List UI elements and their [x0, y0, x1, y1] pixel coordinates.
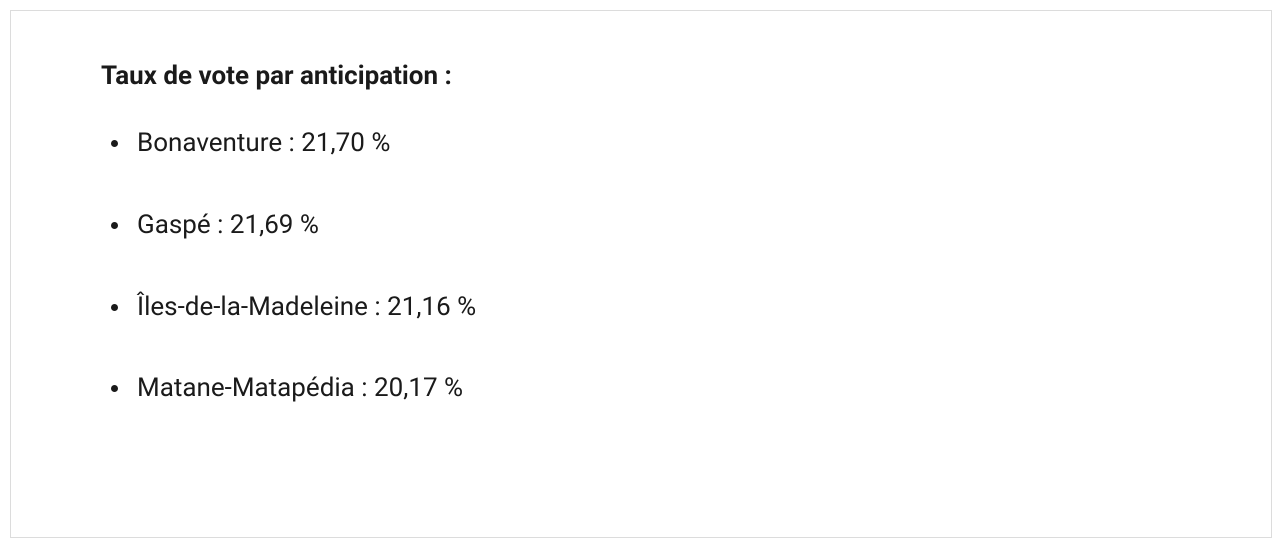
list-item: Matane-Matapédia : 20,17 %: [101, 372, 1181, 406]
list-item-text: Bonaventure : 21,70 %: [137, 128, 390, 158]
list-item-text: Îles-de-la-Madeleine : 21,16 %: [137, 292, 476, 322]
list-item: Bonaventure : 21,70 %: [101, 127, 1181, 161]
vote-rate-list: Bonaventure : 21,70 % Gaspé : 21,69 % Îl…: [101, 127, 1181, 406]
box-title: Taux de vote par anticipation :: [101, 61, 1181, 91]
list-item: Gaspé : 21,69 %: [101, 209, 1181, 243]
list-item-text: Matane-Matapédia : 20,17 %: [137, 373, 463, 403]
info-box: Taux de vote par anticipation : Bonavent…: [10, 10, 1272, 538]
list-item-text: Gaspé : 21,69 %: [137, 210, 319, 240]
list-item: Îles-de-la-Madeleine : 21,16 %: [101, 291, 1181, 325]
